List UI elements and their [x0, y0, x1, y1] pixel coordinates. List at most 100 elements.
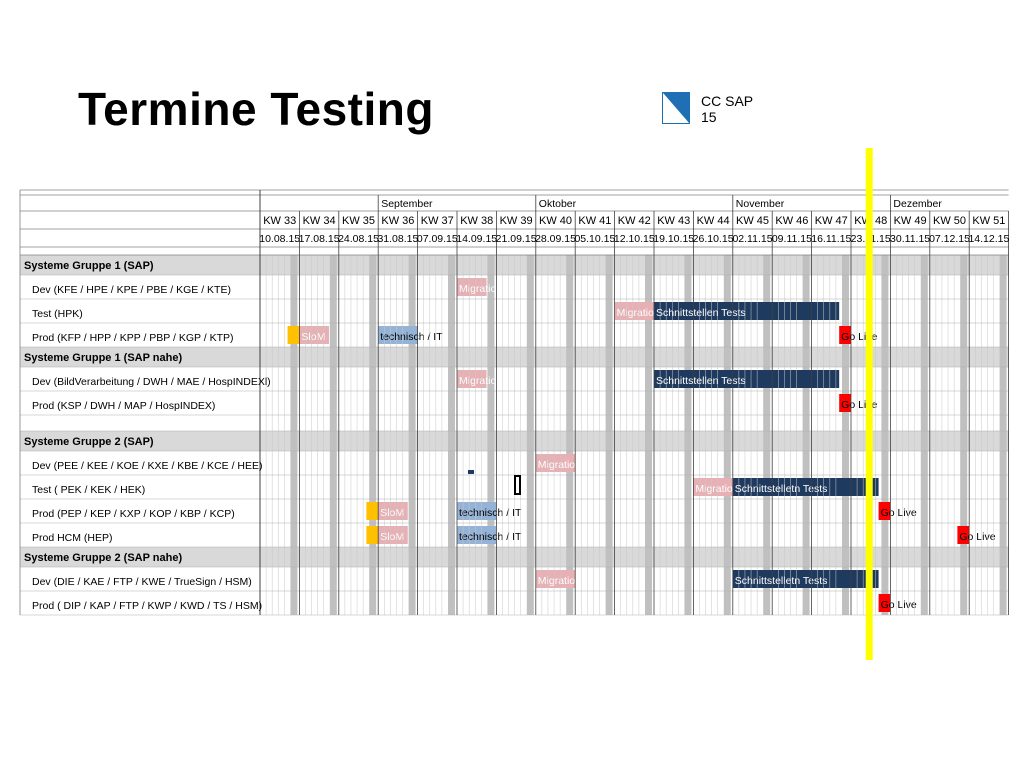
- week-date: 31.08.15: [377, 233, 418, 245]
- migration-label: Migration: [538, 575, 581, 587]
- weekend-column: [723, 255, 731, 615]
- slom-bar: [287, 326, 300, 344]
- slide-title: Termine Testing: [78, 83, 434, 135]
- technisch-bar: [457, 526, 497, 544]
- slom-bar: [366, 526, 379, 544]
- week-date: 26.10.15: [693, 233, 734, 245]
- migration-bar: [535, 570, 576, 588]
- row-label: Test ( PEK / KEK / HEK): [32, 484, 145, 496]
- row-label: Dev (BildVerarbeitung / DWH / MAE / Hosp…: [32, 376, 271, 388]
- week-date: 16.11.15: [811, 233, 851, 245]
- migration-bar: [457, 370, 487, 388]
- week-number: KW 41: [578, 215, 611, 227]
- schnittstellen-bar: [732, 570, 879, 588]
- slom_pink-label: SloM: [380, 531, 404, 543]
- schnittstellen-label: Schnittstellen Tests: [656, 375, 746, 387]
- schnittstellen-bar: [654, 302, 840, 320]
- slom_pink-bar: [378, 526, 408, 544]
- month-label: November: [736, 198, 785, 210]
- weekend-column: [999, 255, 1007, 615]
- slom_pink-label: SloM: [380, 507, 404, 519]
- schnittstellen-label: Schnittstelletn Tests: [735, 483, 828, 495]
- weekend-column: [802, 255, 810, 615]
- week-number: KW 51: [972, 215, 1005, 227]
- row-label: Prod ( DIP / KAP / FTP / KWP / KWD / TS …: [32, 600, 262, 612]
- slom-bar: [366, 502, 379, 520]
- week-number: KW 45: [736, 215, 769, 227]
- weekend-column: [487, 255, 495, 615]
- weekend-column: [763, 255, 771, 615]
- week-number: KW 50: [933, 215, 966, 227]
- week-date: 30.11.15: [890, 233, 930, 245]
- migration-bar: [693, 478, 733, 496]
- weekend-column: [605, 255, 613, 615]
- logo-text: CC SAP 15: [701, 93, 753, 125]
- weekend-column: [329, 255, 337, 615]
- weekend-column: [566, 255, 574, 615]
- migration-label: Migration: [538, 459, 581, 471]
- week-number: KW 49: [894, 215, 927, 227]
- week-number: KW 47: [815, 215, 848, 227]
- golive-bar: [839, 394, 851, 412]
- golive-label: Go Live: [881, 507, 917, 519]
- week-number: KW 37: [421, 215, 454, 227]
- group-header-bg: [20, 431, 1009, 451]
- migration-label: Migration: [695, 483, 738, 495]
- row-label: Test (HPK): [32, 308, 83, 320]
- schnittstellen-bar: [654, 370, 840, 388]
- logo-text-line1: CC SAP: [701, 93, 754, 109]
- week-number: KW 43: [657, 215, 690, 227]
- weekend-column: [960, 255, 968, 615]
- technisch-bar: [457, 502, 497, 520]
- month-label: Oktober: [539, 198, 577, 210]
- schnittstellen-bar: [732, 478, 879, 496]
- weekend-column: [842, 255, 849, 615]
- week-date: 02.11.15: [732, 233, 772, 245]
- weekend-column: [408, 255, 416, 615]
- golive-bar: [839, 326, 851, 344]
- schnittstellen-label: Schnittstelletn Tests: [735, 575, 828, 587]
- week-date: 24.08.15: [338, 233, 379, 245]
- golive-label: Go Live: [959, 531, 995, 543]
- month-label: September: [381, 198, 433, 210]
- week-date: 28.09.15: [535, 233, 576, 245]
- week-date: 07.09.15: [417, 233, 458, 245]
- group-label: Systeme Gruppe 2 (SAP nahe): [24, 552, 182, 564]
- week-number: KW 40: [539, 215, 572, 227]
- group-header-bg: [20, 255, 1009, 275]
- weekend-column: [526, 255, 534, 615]
- row-label: Dev (KFE / HPE / KPE / PBE / KGE / KTE): [32, 284, 231, 296]
- month-label: Dezember: [893, 198, 942, 210]
- migration-label: Migration: [459, 375, 502, 387]
- weekend-column: [684, 255, 692, 615]
- technisch-label: technisch / IT: [459, 507, 522, 519]
- row-label: Dev (DIE / KAE / FTP / KWE / TrueSign / …: [32, 576, 252, 588]
- golive-label: Go Live: [881, 599, 917, 611]
- weekend-column: [645, 255, 652, 615]
- week-date: 19.10.15: [653, 233, 694, 245]
- week-number: KW 46: [775, 215, 808, 227]
- week-date: 14.12.15: [968, 233, 1009, 245]
- migration-bar: [535, 454, 576, 472]
- current-week-marker: [865, 148, 873, 660]
- logo-text-line2: 15: [701, 109, 717, 125]
- week-date: 12.10.15: [614, 233, 655, 245]
- week-number: KW 42: [618, 215, 651, 227]
- slom_pink-label: SloM: [301, 331, 325, 343]
- week-date: 07.12.15: [929, 233, 970, 245]
- week-number: KW 38: [460, 215, 493, 227]
- week-number: KW 33: [263, 215, 296, 227]
- weekend-column: [881, 255, 889, 615]
- migration-label: Migration: [617, 307, 660, 319]
- golive-bar: [878, 502, 891, 520]
- golive-bar: [878, 594, 891, 612]
- week-date: 21.09.15: [496, 233, 537, 245]
- weekend-column: [369, 255, 377, 615]
- technisch-label: technisch / IT: [459, 531, 522, 543]
- slom_pink-bar: [299, 326, 329, 344]
- week-number: KW 35: [342, 215, 375, 227]
- migration-bar: [457, 278, 487, 296]
- row-label: Prod (KFP / HPP / KPP / PBP / KGP / KTP): [32, 332, 234, 344]
- weekend-column: [448, 255, 455, 615]
- migration-bar: [614, 302, 654, 320]
